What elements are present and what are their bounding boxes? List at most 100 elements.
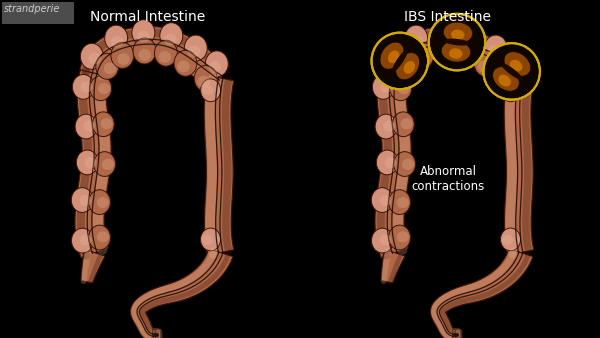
Ellipse shape <box>98 83 110 94</box>
Ellipse shape <box>510 60 523 71</box>
Polygon shape <box>504 75 534 256</box>
Ellipse shape <box>392 112 414 137</box>
Ellipse shape <box>383 120 395 131</box>
Ellipse shape <box>477 61 490 72</box>
Ellipse shape <box>88 53 101 64</box>
Ellipse shape <box>380 43 403 69</box>
Ellipse shape <box>92 112 114 137</box>
Ellipse shape <box>504 52 530 76</box>
Ellipse shape <box>458 51 471 63</box>
Ellipse shape <box>380 42 404 69</box>
Polygon shape <box>431 249 533 338</box>
Ellipse shape <box>505 51 528 77</box>
Ellipse shape <box>375 114 397 139</box>
Circle shape <box>373 34 427 88</box>
Ellipse shape <box>404 63 416 74</box>
Ellipse shape <box>194 66 217 91</box>
Ellipse shape <box>443 22 473 43</box>
Ellipse shape <box>411 42 434 68</box>
Ellipse shape <box>373 74 394 99</box>
Ellipse shape <box>500 79 521 102</box>
Ellipse shape <box>394 152 416 176</box>
Ellipse shape <box>380 234 392 245</box>
Ellipse shape <box>502 85 513 95</box>
Ellipse shape <box>104 25 128 51</box>
Ellipse shape <box>493 67 519 91</box>
Ellipse shape <box>89 190 110 215</box>
Ellipse shape <box>154 40 178 66</box>
Ellipse shape <box>160 23 183 49</box>
Ellipse shape <box>177 61 190 72</box>
Ellipse shape <box>396 53 419 80</box>
Ellipse shape <box>371 228 394 253</box>
Ellipse shape <box>442 41 470 62</box>
Ellipse shape <box>401 118 413 129</box>
Ellipse shape <box>388 50 400 63</box>
Circle shape <box>430 15 484 69</box>
Circle shape <box>484 44 539 99</box>
Ellipse shape <box>437 31 450 43</box>
Ellipse shape <box>111 42 134 68</box>
Ellipse shape <box>449 48 463 59</box>
Ellipse shape <box>497 76 510 87</box>
Ellipse shape <box>388 53 401 64</box>
Ellipse shape <box>80 81 92 93</box>
Ellipse shape <box>474 50 497 76</box>
Ellipse shape <box>96 53 119 79</box>
Ellipse shape <box>417 53 430 65</box>
Ellipse shape <box>460 23 483 49</box>
Ellipse shape <box>71 228 94 253</box>
Ellipse shape <box>79 195 91 206</box>
Ellipse shape <box>97 231 109 242</box>
Ellipse shape <box>371 188 393 212</box>
Ellipse shape <box>184 35 207 61</box>
Ellipse shape <box>137 31 150 43</box>
Ellipse shape <box>117 53 130 65</box>
Ellipse shape <box>402 159 414 170</box>
Ellipse shape <box>102 159 114 170</box>
Ellipse shape <box>464 33 476 45</box>
Ellipse shape <box>389 190 410 215</box>
Ellipse shape <box>500 228 521 251</box>
Ellipse shape <box>433 38 456 64</box>
Ellipse shape <box>494 66 517 91</box>
Ellipse shape <box>133 38 156 64</box>
Text: Normal Intestine: Normal Intestine <box>91 10 206 24</box>
Ellipse shape <box>80 43 103 69</box>
Ellipse shape <box>389 225 410 250</box>
Polygon shape <box>131 249 233 338</box>
Ellipse shape <box>202 85 213 95</box>
Ellipse shape <box>404 25 428 51</box>
Ellipse shape <box>164 33 176 45</box>
Ellipse shape <box>90 76 112 101</box>
Ellipse shape <box>104 63 116 74</box>
Ellipse shape <box>397 231 409 242</box>
Ellipse shape <box>432 20 455 46</box>
Polygon shape <box>204 75 234 256</box>
Polygon shape <box>80 26 229 91</box>
Ellipse shape <box>385 157 397 168</box>
Ellipse shape <box>451 29 464 40</box>
Ellipse shape <box>499 75 511 87</box>
Ellipse shape <box>97 197 109 208</box>
Ellipse shape <box>89 225 110 250</box>
Ellipse shape <box>392 49 408 72</box>
Ellipse shape <box>174 50 197 76</box>
Ellipse shape <box>200 228 221 251</box>
Ellipse shape <box>85 157 97 168</box>
Ellipse shape <box>376 150 398 175</box>
Ellipse shape <box>188 46 200 57</box>
Polygon shape <box>81 249 105 283</box>
Ellipse shape <box>200 79 221 102</box>
Ellipse shape <box>197 76 210 87</box>
Text: Abnormal
contractions: Abnormal contractions <box>412 165 485 193</box>
Ellipse shape <box>202 235 213 245</box>
Ellipse shape <box>205 51 228 77</box>
Ellipse shape <box>508 61 521 73</box>
Text: IBS Intestine: IBS Intestine <box>404 10 491 24</box>
Ellipse shape <box>439 49 451 61</box>
Ellipse shape <box>396 53 419 79</box>
Polygon shape <box>381 249 405 283</box>
Ellipse shape <box>443 39 470 46</box>
Ellipse shape <box>488 46 500 57</box>
